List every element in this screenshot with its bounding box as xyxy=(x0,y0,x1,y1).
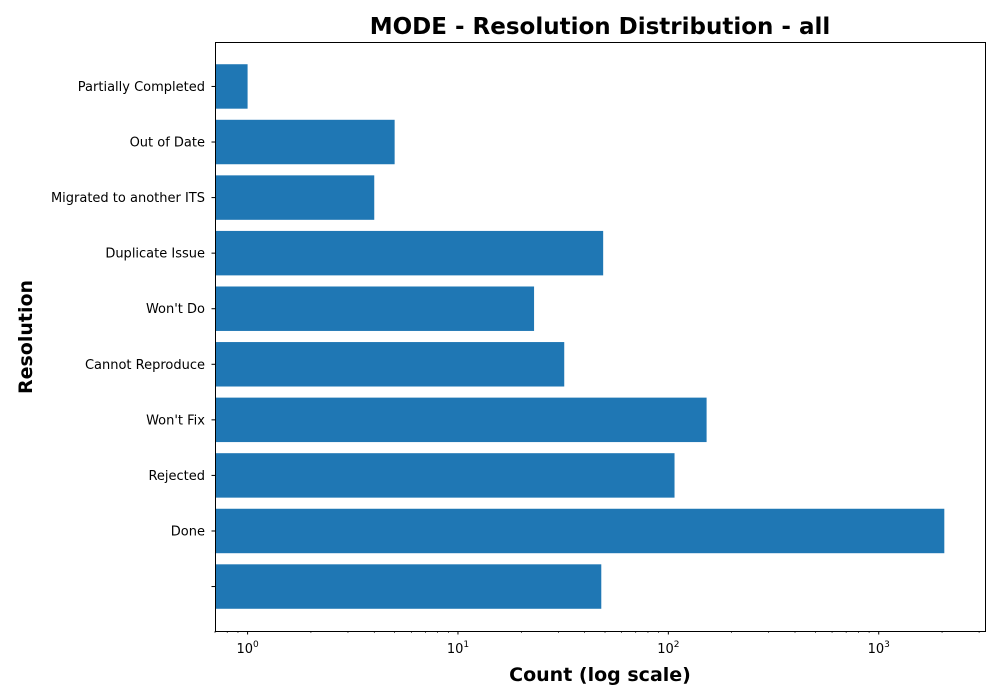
y-tick-label-6: Duplicate Issue xyxy=(105,247,205,262)
y-tick-label-3: Won't Fix xyxy=(146,413,205,428)
bar-3 xyxy=(215,397,707,443)
bar-1 xyxy=(215,508,945,554)
x-tick-label-2: 102 xyxy=(657,640,679,657)
y-tick-label-9: Partially Completed xyxy=(78,80,205,95)
y-tick-label-5: Won't Do xyxy=(146,302,205,317)
y-axis-label: Resolution xyxy=(15,280,37,394)
bar-8 xyxy=(215,119,395,165)
bar-5 xyxy=(215,286,535,331)
x-tick-label-3: 103 xyxy=(868,640,890,657)
y-tick-label-4: Cannot Reproduce xyxy=(85,358,205,373)
y-tick-label-8: Out of Date xyxy=(130,136,205,151)
bar-4 xyxy=(215,342,565,387)
bar-9 xyxy=(215,64,248,109)
y-tick-label-7: Migrated to another ITS xyxy=(51,191,205,206)
y-ticks-group: Done Rejected Won't Fix Cannot Reproduce Won… xyxy=(51,80,215,588)
x-axis-label: Count (log scale) xyxy=(509,664,691,686)
x-ticks-group: 100 101 102 103 xyxy=(214,631,980,657)
plot-frame xyxy=(215,42,986,632)
bar-0 xyxy=(215,564,602,609)
chart-title: MODE - Resolution Distribution - all xyxy=(370,14,831,40)
bars-group xyxy=(215,64,945,609)
x-tick-label-0: 100 xyxy=(236,640,259,657)
y-tick-label-2: Rejected xyxy=(148,469,205,484)
x-tick-label-1: 101 xyxy=(447,640,469,657)
y-tick-label-1: Done xyxy=(171,524,205,539)
bar-7 xyxy=(215,175,375,220)
bar-2 xyxy=(215,453,675,498)
bar-6 xyxy=(215,230,604,276)
